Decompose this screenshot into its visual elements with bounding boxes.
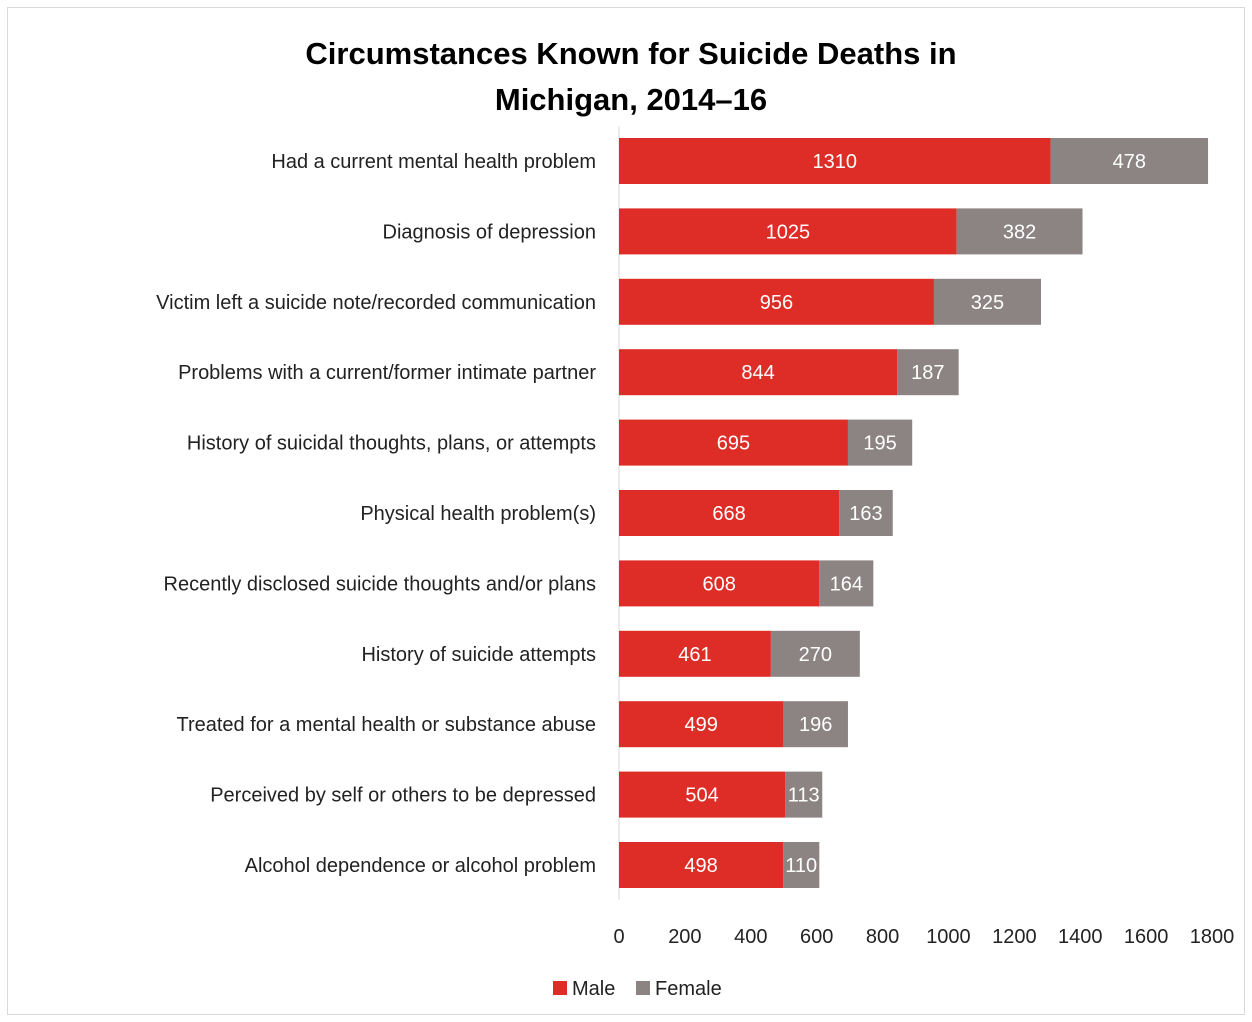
data-label-male: 461 [678, 644, 711, 666]
category-label: Perceived by self or others to be depres… [210, 785, 596, 807]
data-label-female: 187 [911, 362, 944, 384]
category-label: History of suicidal thoughts, plans, or … [187, 433, 596, 455]
x-tick-label: 1000 [926, 926, 971, 948]
category-label: Recently disclosed suicide thoughts and/… [164, 573, 596, 595]
bar-male [619, 349, 898, 396]
data-label-male: 499 [685, 714, 718, 736]
bar-male [619, 419, 848, 466]
category-label: Had a current mental health problem [271, 151, 596, 173]
bar-male [619, 842, 784, 888]
data-label-female: 113 [788, 785, 820, 807]
data-label-female: 270 [799, 644, 832, 666]
bar-female [933, 278, 1042, 325]
chart-frame: Circumstances Known for Suicide Deaths i… [7, 7, 1245, 1015]
legend-label-female: Female [655, 978, 722, 1000]
chart-title-line-2: Michigan, 2014–16 [495, 82, 767, 117]
bar-female [783, 842, 820, 888]
bars: 1310 478 1025 382 956 325 844 187 695 195 668 163 60… [619, 138, 1209, 888]
x-tick-label: 1600 [1124, 926, 1169, 948]
bar-male [619, 560, 820, 607]
chart-title: Circumstances Known for Suicide Deaths i… [305, 36, 956, 117]
x-axis-tick-labels: 0 200 400 600 800 1000 1200 1400 1600 1800 [613, 926, 1234, 948]
data-label-female: 195 [863, 433, 896, 455]
data-label-male: 1310 [813, 151, 858, 173]
bar-male [619, 138, 1051, 184]
stacked-bar-chart: Circumstances Known for Suicide Deaths i… [156, 36, 1234, 1000]
category-label: History of suicide attempts [361, 644, 596, 666]
bar-female [847, 419, 913, 466]
data-label-male: 1025 [766, 221, 811, 243]
category-label: Physical health problem(s) [360, 503, 596, 525]
data-label-female: 110 [785, 855, 817, 877]
bar-male [619, 278, 934, 325]
legend-swatch-male [553, 981, 567, 995]
data-label-female: 478 [1113, 151, 1146, 173]
data-label-male: 695 [717, 433, 750, 455]
category-label: Problems with a current/former intimate … [178, 362, 596, 384]
data-label-female: 382 [1003, 221, 1036, 243]
data-label-female: 164 [830, 573, 863, 595]
bar-female [839, 490, 893, 536]
category-label: Diagnosis of depression [383, 221, 596, 243]
bar-male [619, 701, 784, 748]
bar-male [619, 490, 840, 536]
data-label-male: 844 [741, 362, 774, 384]
bar-male [619, 630, 771, 677]
legend-swatch-female [636, 981, 650, 995]
bar-female [785, 771, 823, 818]
data-label-male: 498 [684, 855, 717, 877]
data-label-male: 608 [702, 573, 735, 595]
legend: Male Female [553, 978, 722, 1000]
bar-female [1050, 138, 1209, 184]
data-label-male: 504 [685, 785, 718, 807]
bar-female [897, 349, 959, 396]
x-tick-label: 1200 [992, 926, 1037, 948]
x-tick-label: 1800 [1190, 926, 1235, 948]
data-label-female: 196 [799, 714, 832, 736]
bar-male [619, 771, 786, 818]
bar-female [956, 208, 1083, 255]
data-label-male: 668 [712, 503, 745, 525]
chart-title-line-1: Circumstances Known for Suicide Deaths i… [305, 36, 956, 71]
category-label: Treated for a mental health or substance… [176, 714, 596, 736]
x-tick-label: 200 [668, 926, 701, 948]
data-label-female: 325 [971, 292, 1004, 314]
x-tick-label: 800 [866, 926, 899, 948]
bar-female [783, 701, 848, 748]
data-label-male: 956 [760, 292, 793, 314]
x-tick-label: 400 [734, 926, 767, 948]
x-tick-label: 0 [613, 926, 624, 948]
data-label-female: 163 [849, 503, 882, 525]
category-labels: Had a current mental health problem Diagn… [156, 151, 596, 877]
category-label: Victim left a suicide note/recorded comm… [156, 292, 596, 314]
bar-female [819, 560, 874, 607]
x-tick-label: 1400 [1058, 926, 1103, 948]
bar-male [619, 208, 957, 255]
x-tick-label: 600 [800, 926, 833, 948]
category-label: Alcohol dependence or alcohol problem [245, 855, 596, 877]
legend-label-male: Male [572, 978, 615, 1000]
bar-female [770, 630, 860, 677]
